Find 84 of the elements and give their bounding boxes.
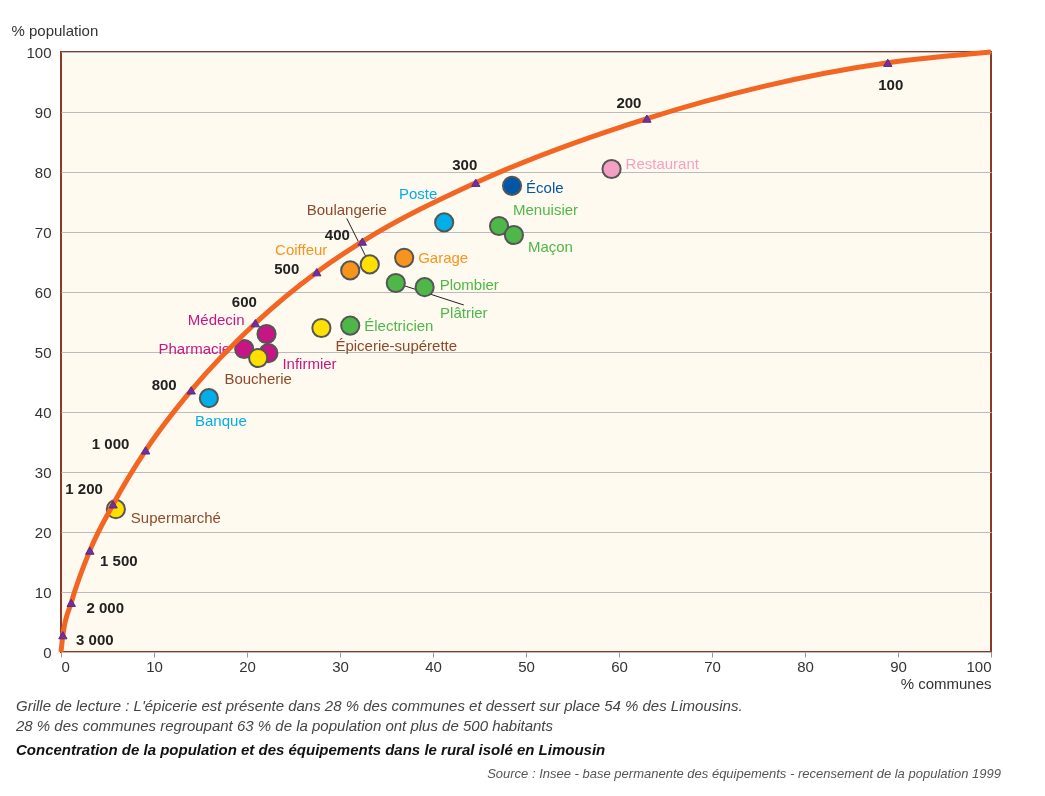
series-label: Épicerie-supérette [335, 337, 458, 354]
x-tick-label: 10 [146, 657, 163, 675]
series-label: Électricien [364, 316, 434, 334]
series-label: Menuisier [513, 201, 579, 218]
point [642, 114, 652, 123]
point [359, 254, 380, 275]
y-tick-label: 20 [34, 523, 52, 541]
annotation: 400 [324, 225, 350, 243]
point [503, 224, 524, 246]
point [250, 319, 261, 328]
x-tick-label: 70 [704, 657, 721, 675]
y-tick-label: 70 [34, 223, 52, 241]
text: Plâtrier [440, 304, 488, 321]
x-axis-title: % communes [900, 674, 992, 692]
y-tick-label: 10 [34, 583, 52, 601]
text: 28 % des communes regroupant 63 % de la population ont plus de 500 habitants [15, 717, 554, 734]
series-label: Garage [418, 248, 469, 266]
text: Concentration de la population et des équipements dans le rural isolé en Limousin [16, 741, 606, 758]
point [198, 388, 219, 409]
y-tick-label: 30 [34, 463, 52, 481]
annotation: 800 [151, 376, 177, 394]
point [414, 277, 435, 298]
annotation: 500 [274, 260, 300, 278]
point [488, 215, 510, 237]
annotation: 600 [231, 293, 257, 311]
series-label: Boucherie [224, 370, 292, 387]
series-label: Restaurant [625, 155, 700, 172]
y-tick-label: 40 [34, 403, 52, 421]
point [883, 58, 893, 67]
annotation: 2 000 [86, 598, 124, 616]
series-label: Maçon [527, 238, 573, 255]
x-tick-label: 60 [611, 657, 628, 675]
point [85, 546, 95, 555]
annotation: 1 000 [91, 435, 130, 453]
y-tick-label: 60 [34, 283, 52, 301]
y-axis-title: % population [11, 21, 99, 39]
series-label: Poste [398, 185, 438, 203]
point [601, 158, 622, 180]
series-label: Pharmacie [158, 340, 231, 357]
series-label: Coiffeur [275, 241, 328, 259]
y-tick-label: 80 [34, 163, 52, 181]
annotation: 1 200 [65, 480, 103, 498]
series-label: Infirmier [282, 355, 337, 373]
x-tick-label: 40 [425, 657, 442, 675]
point [58, 631, 68, 640]
y-tick-label: 100 [26, 43, 52, 61]
series-label: École [526, 178, 564, 196]
point [471, 178, 481, 187]
x-tick-label: 30 [332, 657, 349, 675]
y-tick-label: 90 [34, 103, 52, 121]
y-tick-label: 0 [43, 643, 52, 661]
point [340, 315, 361, 336]
y-tick-label: 50 [34, 343, 52, 361]
point [186, 386, 196, 395]
point [256, 323, 277, 345]
annotation: 100 [878, 75, 904, 93]
x-tick-label: 80 [797, 657, 814, 675]
point [312, 268, 322, 277]
annotation: 300 [452, 155, 478, 173]
series-label: Banque [195, 412, 247, 430]
x-tick-label: 90 [890, 657, 907, 675]
point [434, 212, 455, 233]
point [385, 272, 406, 294]
x-tick-label: 50 [518, 657, 535, 675]
point [248, 347, 269, 369]
point [340, 260, 361, 281]
annotation: 200 [616, 93, 642, 111]
point [311, 317, 332, 339]
point [357, 237, 367, 246]
text: Boulangerie [306, 201, 387, 219]
x-tick-label: 20 [239, 657, 256, 675]
point [501, 175, 523, 196]
x-tick-label: 0 [61, 657, 70, 675]
series-label: Médecin [187, 311, 245, 328]
series-label: Supermarché [130, 509, 221, 527]
text: Grille de lecture : L'épicerie est présente dans 28 % des communes et dessert sur place 54 % des Limousins. [16, 697, 743, 714]
point [140, 446, 151, 455]
source-note: Source : Insee - base permanente des équipements - recensement de la population 1999 [487, 766, 1001, 781]
annotation: 3 000 [76, 631, 114, 649]
annotation: 1 500 [100, 551, 138, 569]
point [394, 247, 415, 268]
series-label: Plombier [439, 276, 499, 294]
point [66, 598, 76, 607]
x-tick-label: 100 [966, 657, 992, 675]
